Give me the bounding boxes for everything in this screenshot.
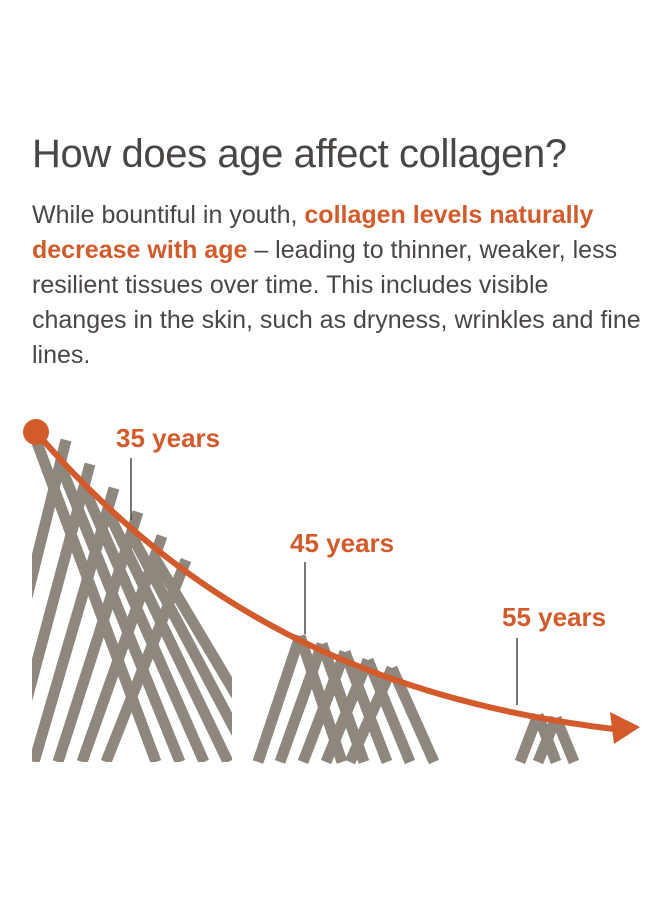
fiber-strand: [344, 665, 398, 765]
intro-paragraph: While bountiful in youth, collagen level…: [32, 198, 642, 373]
age-label-55: 55 years: [502, 602, 606, 632]
fiber-strand: [52, 510, 144, 762]
start-dot: [23, 419, 49, 445]
collagen-fibers: [32, 438, 580, 765]
dense-lattice: [32, 438, 232, 762]
fiber-strand: [532, 715, 562, 765]
fiber-strand: [32, 438, 72, 600]
age-label-35: 35 years: [116, 423, 220, 453]
fiber-strand: [76, 534, 168, 762]
fiber-strand: [100, 557, 192, 762]
fiber-strand: [550, 715, 580, 765]
fiber-strand: [514, 713, 544, 764]
fiber-strand: [32, 462, 96, 702]
intro-text-start: While bountiful in youth,: [32, 201, 305, 229]
fiber-strand: [362, 657, 416, 765]
fiber-strand: [252, 634, 306, 764]
fiber-strand: [32, 486, 120, 762]
decline-curve: [33, 430, 623, 733]
page-title: How does age affect collagen?: [32, 132, 567, 176]
fiber-strand: [297, 650, 351, 764]
fiber-strand: [274, 642, 328, 764]
arrow-head-icon: [610, 712, 640, 744]
age-label-45: 45 years: [290, 528, 394, 558]
collagen-decline-diagram: 35 years 45 years 55 years: [23, 419, 640, 765]
intro-text-end: – leading to thinner, weaker, less resil…: [32, 236, 641, 369]
fiber-strand: [320, 657, 374, 765]
intro-highlight: collagen levels naturally decrease with …: [32, 201, 594, 264]
fiber-strand: [339, 650, 393, 764]
